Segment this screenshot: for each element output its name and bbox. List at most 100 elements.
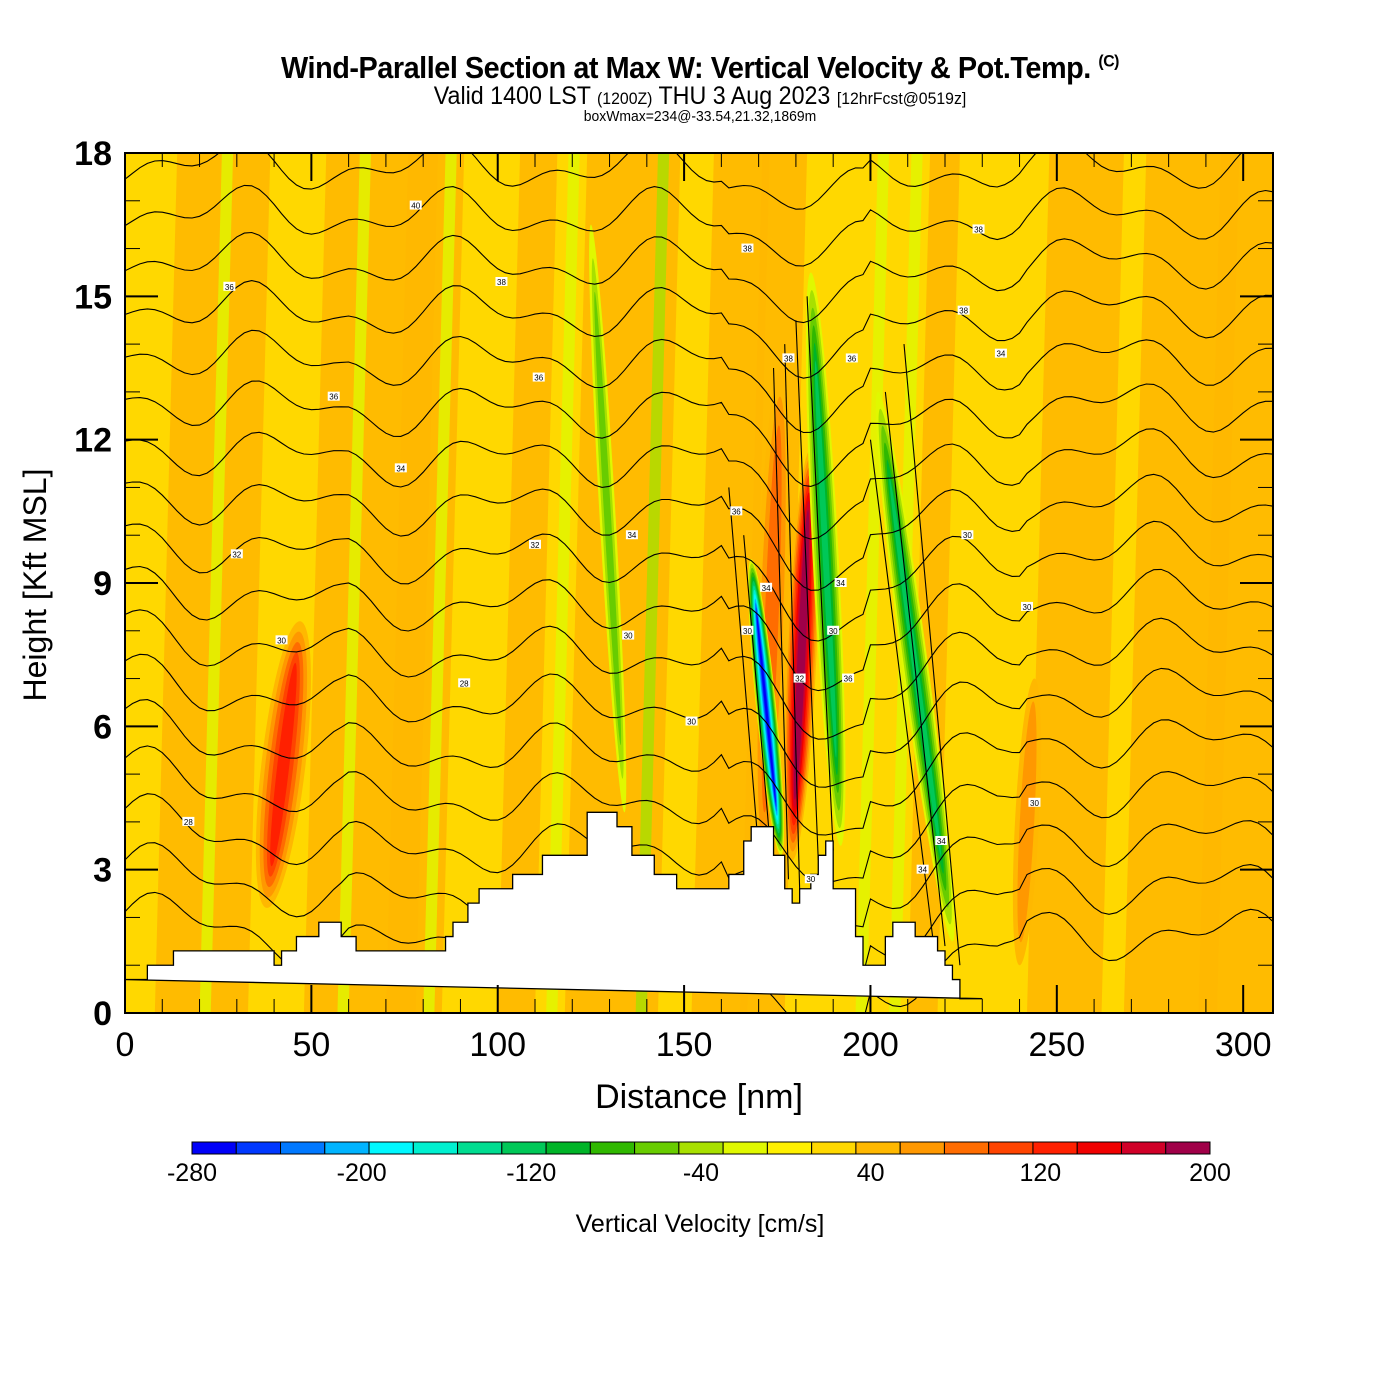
field-band <box>907 153 960 1013</box>
contour-label-text: 30 <box>829 627 838 636</box>
contour-label-text: 36 <box>847 354 856 363</box>
chart-subtitle: Valid 1400 LST (1200Z) THU 3 Aug 2023 [1… <box>49 82 1351 111</box>
contour-label: 28 <box>458 678 471 688</box>
contour-label-bg <box>1028 797 1041 807</box>
contour-label-text: 36 <box>844 675 853 684</box>
contour-label: 38 <box>495 277 508 287</box>
contour-label: 36 <box>842 673 855 684</box>
isentrope-line <box>125 231 1273 324</box>
forecast-info: [12hrFcst@0519z] <box>836 89 967 108</box>
x-tick-label: 100 <box>469 1026 526 1064</box>
contour-labels: 40 36 38 36 36 34 32 32 34 36 30 34 32 30 34 36 30 30 28 28… <box>182 200 1041 884</box>
contour-label: 34 <box>834 578 847 588</box>
isentrope-line <box>125 565 1273 692</box>
y-tick-label: 18 <box>74 135 112 173</box>
contour-label-text: 40 <box>411 202 420 211</box>
contour-label: 30 <box>961 530 974 540</box>
contour-label: 30 <box>1028 797 1041 808</box>
colorbar-segment <box>324 1141 370 1155</box>
contour-label-text: 28 <box>184 818 193 827</box>
contour-label: 30 <box>804 874 817 884</box>
contour-label-bg <box>916 864 929 874</box>
colorbar-label: Vertical Velocity [cm/s] <box>576 1210 825 1238</box>
contour-label: 32 <box>529 539 541 550</box>
isentrope-line <box>125 609 1273 740</box>
contour-label-bg <box>730 506 743 516</box>
x-tick-label: 200 <box>842 1026 899 1064</box>
colorbar-segment <box>722 1141 768 1155</box>
contour-label-text: 38 <box>497 278 506 287</box>
contour-label-bg <box>972 224 985 234</box>
colorbar-segment <box>280 1141 326 1155</box>
field-streak <box>855 153 890 1013</box>
colorbar-tick-label: -120 <box>506 1159 556 1187</box>
colorbar-segment <box>899 1141 945 1155</box>
contour-label-text: 30 <box>743 627 752 636</box>
x-tick-label: 0 <box>116 1026 135 1064</box>
downdraft-core <box>756 611 776 803</box>
isentrope-line <box>125 745 1273 884</box>
contour-label: 30 <box>827 625 840 636</box>
contour-label-text: 28 <box>460 679 469 688</box>
isentrope-line <box>795 320 819 861</box>
isentrope-contours <box>125 88 1273 1013</box>
box-wmax-info: boxWmax=234@-33.54,21.32,1869m <box>583 108 817 125</box>
colorbar-segment <box>634 1141 680 1155</box>
field-streak <box>546 153 580 1013</box>
isentrope-line <box>125 88 1273 152</box>
contour-label-bg <box>622 630 635 640</box>
colorbar-segment <box>1165 1141 1211 1155</box>
field-band <box>497 153 558 1013</box>
y-tick-label: 0 <box>93 995 112 1033</box>
isentrope-line <box>125 428 1273 540</box>
valid-time: Valid 1400 LST <box>433 82 591 110</box>
contour-label: 38 <box>957 305 970 316</box>
contour-label-bg <box>223 281 236 291</box>
colorbar-tick-label: 200 <box>1189 1159 1231 1187</box>
contour-label-bg <box>625 530 638 540</box>
colorbar-segment <box>457 1141 503 1155</box>
contour-label-text: 34 <box>836 579 845 588</box>
contour-label-bg <box>834 578 847 587</box>
contour-label-text: 34 <box>918 866 927 875</box>
colorbar-segment <box>501 1141 547 1155</box>
isentrope-line <box>125 520 1273 642</box>
isentrope-line <box>903 344 961 966</box>
colorbar-segment <box>988 1141 1034 1155</box>
y-tick-label: 3 <box>93 852 112 890</box>
contour-label: 34 <box>760 582 773 593</box>
contour-label-bg <box>182 816 195 826</box>
isentrope-line <box>125 699 1273 836</box>
contour-label: 30 <box>275 635 288 645</box>
contour-label: 30 <box>622 630 635 641</box>
colorbar-segment <box>235 1141 282 1155</box>
isentrope-line <box>125 653 1273 788</box>
contour-label-text: 38 <box>974 225 983 234</box>
contour-label: 34 <box>916 864 929 875</box>
contour-label-text: 34 <box>396 464 405 473</box>
contour-label-bg <box>1021 601 1033 611</box>
contour-label-text: 34 <box>627 531 636 540</box>
updraft-right <box>1017 701 1037 943</box>
chart-title-main: Wind-Parallel Section at Max W: Vertical… <box>281 50 1091 85</box>
contour-label: 40 <box>409 200 422 211</box>
contour-label-bg <box>529 539 541 549</box>
contour-label-text: 30 <box>277 636 286 645</box>
contour-label-bg <box>994 348 1007 358</box>
field-band <box>1027 153 1124 1013</box>
contour-label-bg <box>935 836 948 845</box>
y-tick-label: 15 <box>74 278 112 316</box>
contour-label-bg <box>782 353 795 363</box>
contour-label-bg <box>230 549 243 559</box>
colorbar-segment <box>191 1141 237 1155</box>
contour-label-text: 30 <box>806 875 815 884</box>
contour-label-bg <box>495 277 508 286</box>
contour-label-bg <box>685 716 698 726</box>
contour-label: 38 <box>782 353 795 363</box>
colorbar-segment <box>1032 1141 1078 1155</box>
y-tick-label: 9 <box>93 565 112 603</box>
colorbar-tick-label: -280 <box>167 1159 217 1187</box>
contour-label-text: 30 <box>1023 603 1032 612</box>
isentrope-line <box>125 793 1273 932</box>
